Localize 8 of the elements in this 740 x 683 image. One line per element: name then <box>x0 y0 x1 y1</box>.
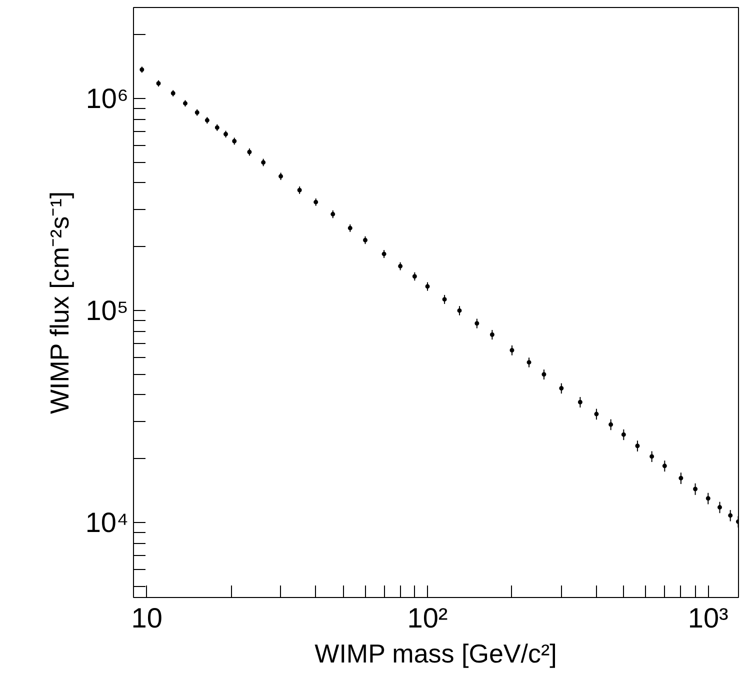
x-tick-label: 10² <box>407 602 448 634</box>
y-tick-label: 10⁶ <box>86 83 128 114</box>
y-tick-label: 10⁵ <box>86 295 129 326</box>
x-tick-label: 10³ <box>688 602 728 634</box>
x-axis-title: WIMP mass [GeV/c²] <box>314 638 557 668</box>
y-axis-title: WIMP flux [cm⁻²s⁻¹] <box>44 191 74 414</box>
y-tick-label: 10⁴ <box>85 507 129 538</box>
x-tick-label: 10 <box>131 602 162 634</box>
